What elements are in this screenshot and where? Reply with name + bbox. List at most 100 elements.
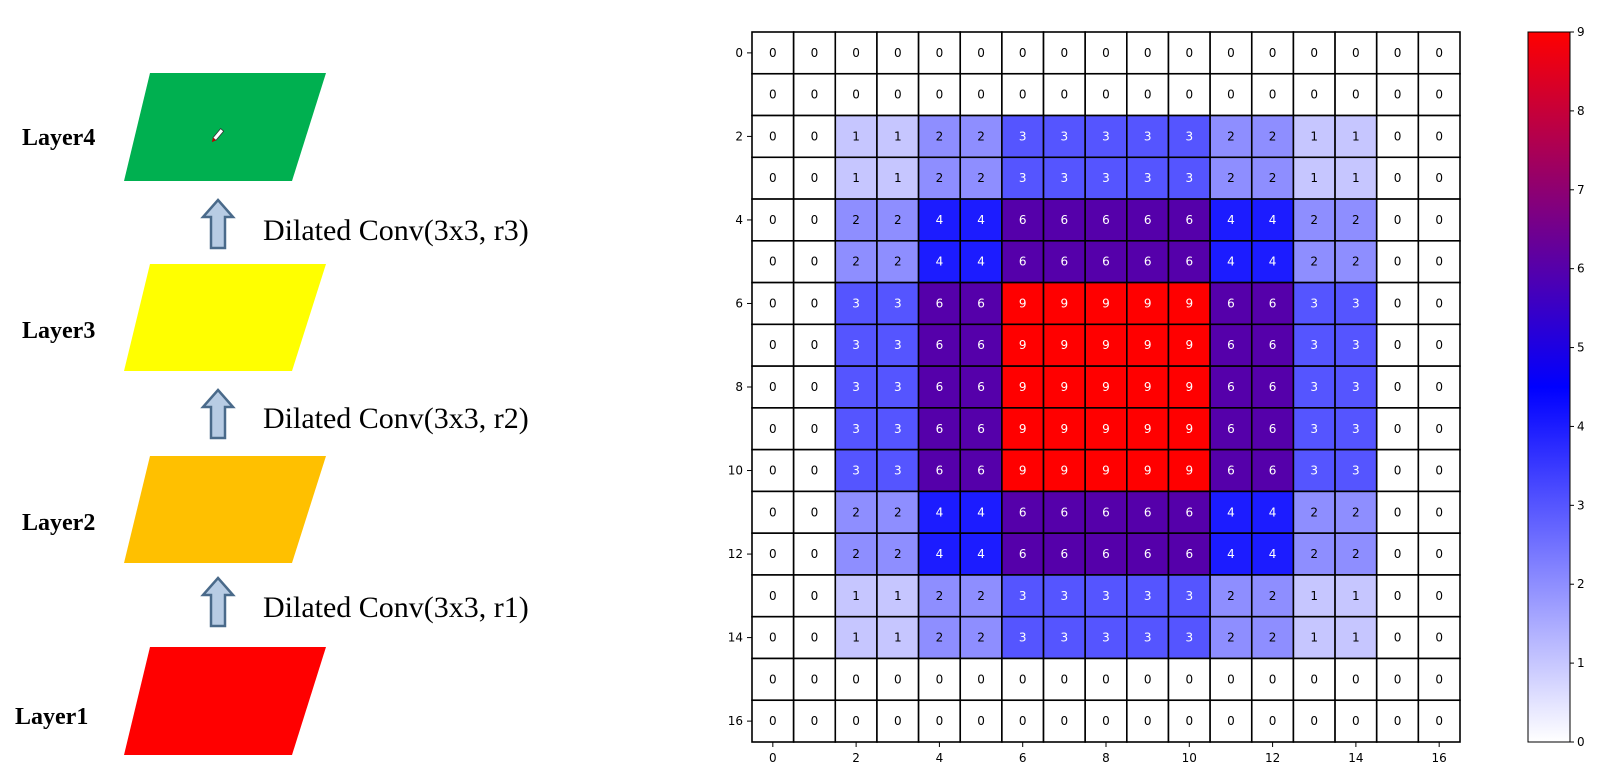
cell-value-label: 6	[936, 464, 944, 478]
cell-value-label: 1	[1310, 589, 1318, 603]
cell-value-label: 1	[894, 631, 902, 645]
layer3-parallelogram	[124, 264, 326, 371]
cell-value-label: 0	[1394, 505, 1402, 519]
cell-value-label: 0	[769, 589, 777, 603]
cell-value-label: 0	[811, 88, 819, 102]
heatmap-cell	[1250, 532, 1295, 576]
cell-value-label: 0	[1435, 422, 1443, 436]
heatmap-cell	[1375, 615, 1420, 660]
cell-value-label: 4	[1269, 505, 1277, 519]
cell-value-label: 3	[894, 464, 902, 478]
cell-value-label: 2	[1310, 213, 1318, 227]
cell-value-label: 6	[1061, 547, 1069, 561]
heatmap-cell	[1292, 532, 1336, 576]
heatmap-cell	[792, 699, 837, 743]
heatmap-cell	[1292, 114, 1336, 159]
cell-value-label: 3	[894, 380, 902, 394]
heatmap-cell	[959, 448, 1003, 493]
heatmap-cell	[792, 615, 837, 660]
y-tick-label: 8	[735, 380, 743, 394]
cell-value-label: 6	[936, 296, 944, 310]
cell-value-label: 0	[1227, 46, 1235, 60]
cell-value-label: 0	[769, 46, 777, 60]
cell-value-label: 9	[1102, 338, 1110, 352]
heatmap-cell	[1126, 156, 1170, 200]
cell-value-label: 0	[894, 46, 902, 60]
cell-value-label: 6	[1227, 464, 1235, 478]
cell-value-label: 0	[769, 255, 777, 269]
cell-value-label: 4	[936, 213, 944, 227]
cell-value-label: 0	[1435, 255, 1443, 269]
heatmap-cell	[751, 323, 795, 367]
cell-value-label: 0	[1435, 672, 1443, 686]
heatmap-cell	[1417, 72, 1461, 117]
cell-value-label: 0	[1394, 589, 1402, 603]
heatmap-cell	[1126, 114, 1170, 159]
cell-value-label: 4	[1227, 213, 1235, 227]
cell-value-label: 9	[1144, 296, 1152, 310]
cell-value-label: 0	[1061, 46, 1069, 60]
cell-value-label: 2	[1310, 255, 1318, 269]
cell-value-label: 0	[1227, 672, 1235, 686]
heatmap-cell	[834, 532, 878, 576]
cell-value-label: 9	[1185, 422, 1193, 436]
cell-value-label: 2	[1310, 547, 1318, 561]
cell-value-label: 6	[936, 422, 944, 436]
cell-value-label: 0	[811, 171, 819, 185]
cell-value-label: 3	[1061, 589, 1069, 603]
heatmap-cell	[751, 114, 795, 159]
cell-value-label: 2	[1227, 589, 1235, 603]
heatmap-cell	[1417, 365, 1461, 409]
cell-value-label: 3	[1061, 129, 1069, 143]
cell-value-label: 2	[1310, 505, 1318, 519]
cell-value-label: 0	[852, 714, 860, 728]
cell-value-label: 0	[1435, 589, 1443, 603]
cell-value-label: 0	[1310, 88, 1318, 102]
cell-value-label: 2	[936, 129, 944, 143]
x-tick-label: 8	[1102, 751, 1110, 765]
heatmap-cell	[1375, 198, 1420, 242]
heatmap-cell	[917, 114, 962, 159]
x-tick-label: 10	[1182, 751, 1197, 765]
colorbar-tick-label: 5	[1577, 341, 1585, 355]
heatmap-cell	[876, 574, 920, 618]
cell-value-label: 0	[769, 672, 777, 686]
cell-value-label: 1	[1310, 171, 1318, 185]
cell-value-label: 0	[1102, 672, 1110, 686]
cell-value-label: 0	[811, 464, 819, 478]
cell-value-label: 2	[894, 255, 902, 269]
cell-value-label: 3	[1352, 338, 1360, 352]
cell-value-label: 0	[1144, 672, 1152, 686]
cell-value-label: 0	[1310, 46, 1318, 60]
cell-value-label: 4	[1269, 213, 1277, 227]
heatmap-cell	[1167, 31, 1211, 75]
y-tick-label: 10	[728, 464, 743, 478]
colorbar-bar	[1527, 31, 1571, 743]
cell-value-label: 0	[811, 631, 819, 645]
heatmap-cell	[1417, 240, 1461, 284]
cell-value-label: 3	[852, 380, 860, 394]
cell-value-label: 2	[1269, 129, 1277, 143]
layer-diagram: Layer4 Layer3 Layer2 Layer1 Dilated Conv…	[15, 73, 529, 755]
cell-value-label: 9	[1144, 380, 1152, 394]
cell-value-label: 0	[977, 46, 985, 60]
cell-value-label: 1	[894, 129, 902, 143]
heatmap-cell	[1126, 323, 1170, 367]
cell-value-label: 9	[1102, 464, 1110, 478]
heatmap-cell	[1417, 448, 1461, 493]
heatmap-cell	[917, 615, 962, 660]
cell-value-label: 0	[1394, 296, 1402, 310]
cell-value-label: 9	[1019, 338, 1027, 352]
cell-value-label: 9	[1061, 380, 1069, 394]
cell-value-label: 6	[1102, 547, 1110, 561]
cell-value-label: 2	[894, 505, 902, 519]
heatmap-cell	[834, 615, 878, 660]
heatmap-cell	[1042, 365, 1086, 409]
cell-value-label: 0	[1394, 46, 1402, 60]
heatmap-cell	[1126, 198, 1170, 242]
cell-value-label: 4	[1269, 547, 1277, 561]
cell-value-label: 0	[1269, 46, 1277, 60]
cell-value-label: 3	[894, 422, 902, 436]
heatmap-cell	[1126, 490, 1170, 534]
cell-value-label: 0	[1185, 714, 1193, 728]
